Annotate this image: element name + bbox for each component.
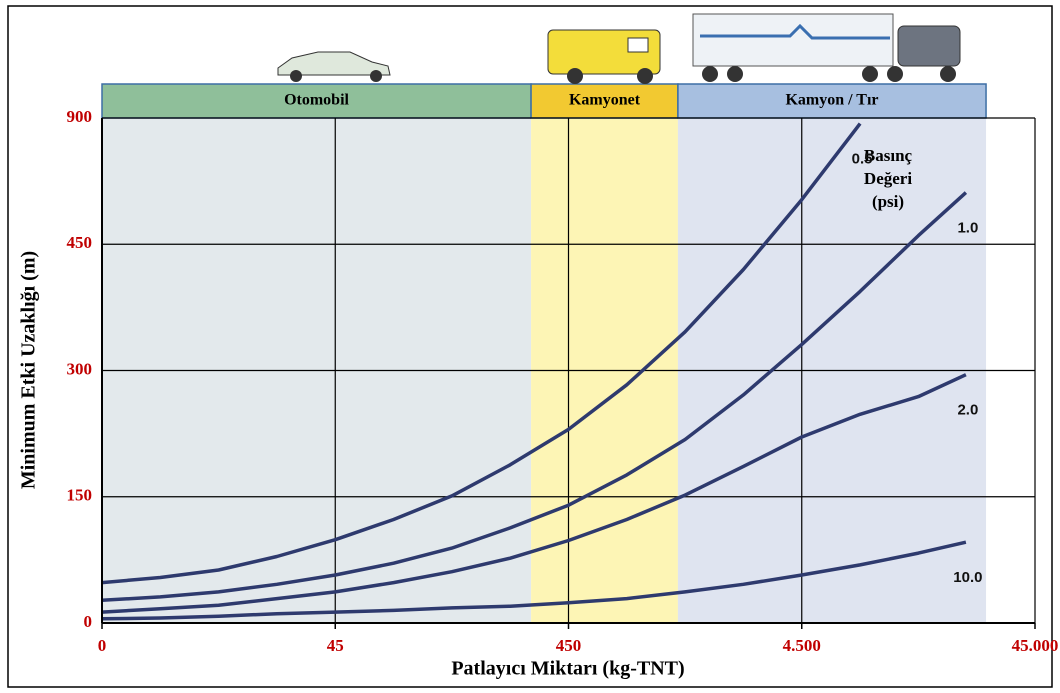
series-label: 0.5 [852, 151, 873, 168]
y-tick-label: 900 [67, 107, 93, 126]
x-tick-label: 45.000 [1012, 636, 1059, 655]
band-label: Kamyonet [569, 92, 641, 109]
x-tick-label: 4.500 [783, 636, 821, 655]
chart: OtomobilKamyonetKamyon / Tır 01503004509… [0, 0, 1060, 693]
series-label: 2.0 [957, 402, 978, 419]
y-axis-title: Minimum Etki Uzaklığı (m) [18, 251, 40, 489]
y-tick-label: 0 [84, 612, 93, 631]
y-tick-label: 450 [67, 233, 93, 252]
series-label: 1.0 [957, 220, 978, 237]
band-label: Otomobil [284, 92, 349, 109]
band-label: Kamyon / Tır [785, 92, 878, 109]
y-tick-label: 150 [67, 486, 93, 505]
x-axis-title: Patlayıcı Miktarı (kg-TNT) [451, 658, 684, 680]
x-tick-label: 450 [556, 636, 582, 655]
y-tick-label: 300 [67, 359, 93, 378]
x-tick-label: 45 [327, 636, 344, 655]
series-label: 10.0 [953, 569, 982, 586]
page: {"chart_data": { "type": "line", "x_labe… [0, 0, 1060, 693]
x-tick-label: 0 [98, 636, 107, 655]
